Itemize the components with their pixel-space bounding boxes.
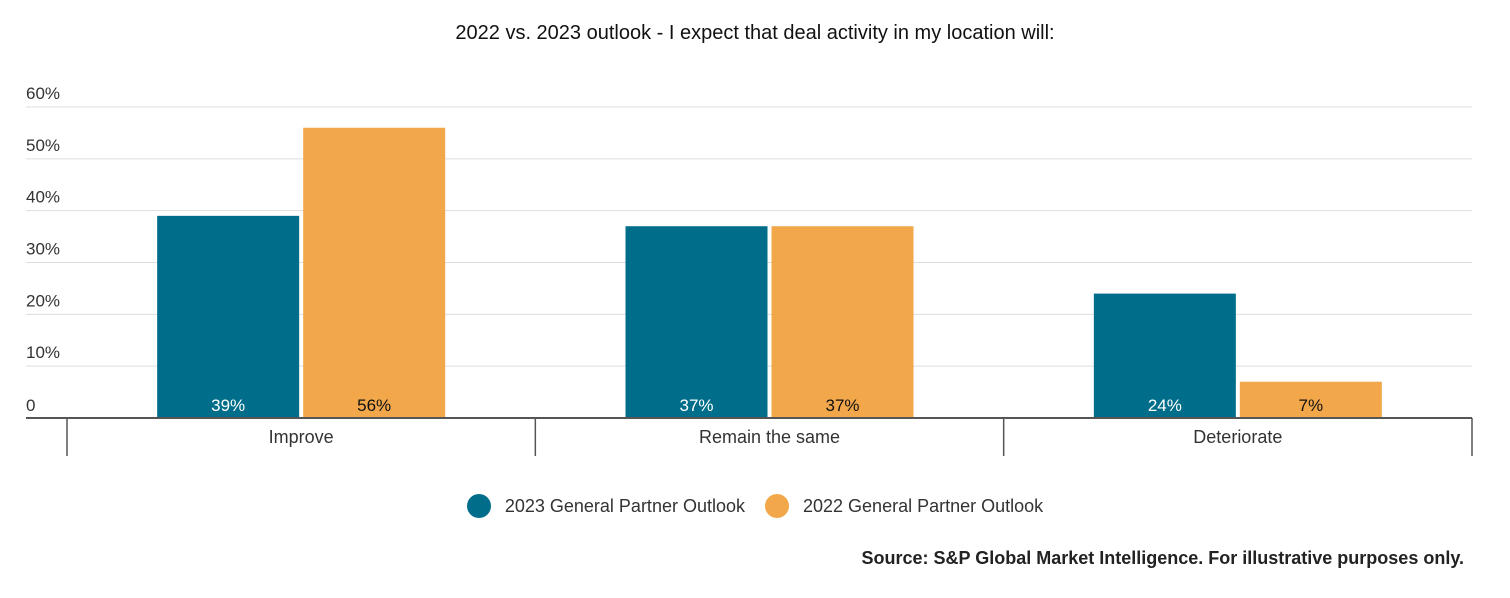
x-category-label: Remain the same [699, 427, 840, 447]
x-category-label: Improve [269, 427, 334, 447]
y-tick-label: 60% [26, 84, 60, 103]
legend-item-2022[interactable]: 2022 General Partner Outlook [765, 494, 1043, 518]
data-label: 37% [825, 396, 859, 415]
bars [157, 127, 1382, 418]
data-label: 39% [211, 396, 245, 415]
chart-title: 2022 vs. 2023 outlook - I expect that de… [455, 22, 1055, 44]
bar-2022[interactable] [1239, 381, 1382, 418]
data-label: 37% [679, 396, 713, 415]
legend-label-2023: 2023 General Partner Outlook [504, 495, 745, 516]
bar-2022[interactable] [771, 226, 914, 418]
y-tick-label: 40% [26, 188, 60, 207]
x-axis-category-labels: Improve Remain the same Deteriorate [269, 427, 1283, 447]
source-note: Source: S&P Global Market Intelligence. … [861, 548, 1464, 568]
data-labels: 39% 56% 37% 37% 24% 7% [211, 396, 1323, 415]
legend-swatch-2022 [765, 494, 789, 518]
data-label: 56% [357, 396, 391, 415]
data-label: 24% [1148, 396, 1182, 415]
y-tick-label: 10% [26, 343, 60, 362]
bar-2023[interactable] [157, 215, 300, 418]
legend-label-2022: 2022 General Partner Outlook [803, 495, 1044, 516]
x-axis [26, 417, 1473, 456]
bar-2023[interactable] [625, 226, 768, 418]
bar-2023[interactable] [1093, 293, 1236, 418]
bar-2022[interactable] [303, 127, 446, 418]
legend-swatch-2023 [466, 494, 491, 518]
x-category-label: Deteriorate [1193, 427, 1282, 447]
y-tick-label: 50% [26, 136, 60, 155]
legend-item-2023[interactable]: 2023 General Partner Outlook [466, 494, 745, 518]
y-tick-label: 0 [26, 396, 35, 415]
data-label: 7% [1299, 396, 1324, 415]
y-tick-label: 30% [26, 240, 60, 259]
y-axis-tick-labels: 0 10% 20% 30% 40% 50% 60% [26, 84, 60, 415]
legend: 2023 General Partner Outlook 2022 Genera… [0, 494, 1510, 518]
y-tick-label: 20% [26, 291, 60, 310]
